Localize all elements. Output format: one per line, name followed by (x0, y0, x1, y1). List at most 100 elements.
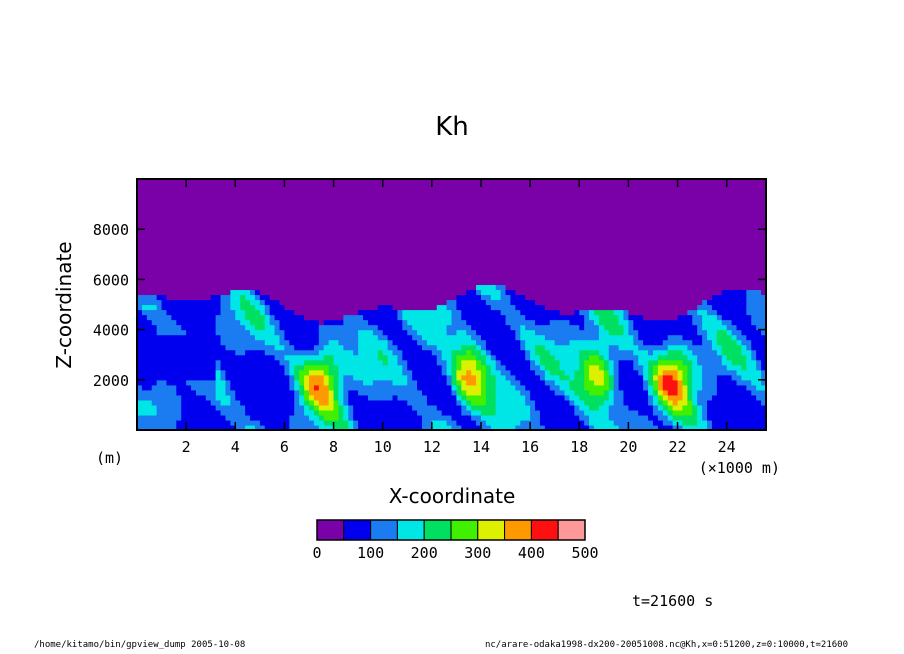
heatmap-cell (264, 284, 271, 291)
heatmap-cell (151, 309, 158, 316)
heatmap-cell (205, 369, 212, 376)
heatmap-cell (358, 224, 364, 230)
heatmap-cell (353, 404, 359, 411)
heatmap-cell (569, 404, 575, 411)
heatmap-cell (259, 219, 266, 225)
heatmap-cell (225, 419, 231, 426)
heatmap-cell (171, 254, 177, 260)
heatmap-cell (250, 294, 256, 301)
heatmap-cell (392, 424, 399, 430)
heatmap-cell (220, 274, 227, 280)
heatmap-cell (353, 354, 359, 361)
heatmap-cell (618, 359, 625, 366)
heatmap-cell (195, 344, 202, 351)
heatmap-cell (500, 214, 507, 220)
heatmap-cell (500, 284, 507, 291)
heatmap-cell (166, 299, 172, 306)
heatmap-cell (230, 404, 236, 411)
heatmap-cell (402, 204, 408, 210)
heatmap-cell (451, 299, 458, 306)
heatmap-cell (510, 264, 516, 270)
heatmap-cell (451, 219, 458, 225)
heatmap-cell (353, 314, 359, 321)
heatmap-cell (318, 329, 325, 336)
heatmap-cell (308, 329, 315, 336)
heatmap-cell (446, 364, 453, 371)
heatmap-cell (308, 249, 315, 255)
heatmap-cell (318, 259, 325, 265)
heatmap-cell (515, 314, 521, 321)
heatmap-cell (191, 229, 197, 235)
heatmap-cell (441, 294, 448, 301)
heatmap-cell (225, 214, 231, 220)
heatmap-cell (205, 294, 212, 301)
heatmap-cell (544, 304, 551, 311)
heatmap-cell (259, 354, 266, 361)
heatmap-cell (137, 229, 143, 235)
heatmap-cell (480, 229, 487, 235)
heatmap-cell (254, 374, 261, 381)
heatmap-cell (471, 194, 477, 200)
heatmap-cell (397, 269, 403, 275)
heatmap-cell (422, 269, 428, 275)
heatmap-cell (397, 339, 403, 346)
heatmap-cell (407, 389, 413, 396)
heatmap-cell (618, 289, 625, 296)
heatmap-cell (623, 314, 629, 321)
heatmap-cell (589, 249, 595, 255)
heatmap-cell (269, 414, 276, 421)
heatmap-cell (215, 419, 222, 426)
heatmap-cell (569, 284, 575, 291)
heatmap-cell (338, 224, 344, 230)
heatmap-cell (535, 419, 541, 426)
heatmap-cell (422, 324, 428, 331)
heatmap-cell (200, 184, 207, 190)
heatmap-cell (318, 249, 325, 255)
heatmap-cell (392, 179, 399, 185)
heatmap-cell (574, 304, 580, 311)
heatmap-cell (176, 399, 182, 406)
heatmap-cell (574, 409, 580, 416)
heatmap-cell (579, 244, 585, 250)
heatmap-cell (299, 409, 305, 416)
heatmap-cell (348, 239, 354, 245)
heatmap-cell (525, 379, 531, 386)
heatmap-cell (564, 414, 571, 421)
heatmap-cell (471, 179, 477, 185)
heatmap-cell (240, 309, 246, 316)
heatmap-cell (353, 394, 359, 401)
heatmap-cell (461, 404, 467, 411)
heatmap-cell (456, 414, 462, 421)
heatmap-cell (215, 224, 222, 230)
heatmap-cell (456, 294, 462, 301)
heatmap-cell (554, 339, 561, 346)
heatmap-cell (235, 249, 241, 255)
heatmap-cell (603, 199, 610, 205)
heatmap-cell (284, 404, 290, 411)
heatmap-cell (549, 369, 556, 376)
heatmap-cell (161, 254, 168, 260)
heatmap-cell (348, 354, 354, 361)
heatmap-cell (250, 384, 256, 391)
heatmap-cell (294, 204, 300, 210)
heatmap-cell (294, 404, 300, 411)
heatmap-cell (274, 219, 281, 225)
heatmap-cell (461, 264, 467, 270)
heatmap-cell (544, 224, 551, 230)
heatmap-cell (372, 244, 379, 250)
heatmap-cell (200, 259, 207, 265)
heatmap-cell (333, 399, 340, 406)
heatmap-cell (515, 269, 521, 275)
heatmap-cell (289, 409, 295, 416)
heatmap-cell (181, 234, 187, 240)
heatmap-cell (594, 224, 600, 230)
heatmap-cell (594, 189, 600, 195)
heatmap-cell (284, 354, 290, 361)
heatmap-cell (333, 304, 340, 311)
heatmap-cell (156, 379, 163, 386)
heatmap-cell (353, 319, 359, 326)
heatmap-cell (530, 364, 536, 371)
heatmap-cell (490, 199, 497, 205)
heatmap-cell (304, 359, 310, 366)
heatmap-cell (490, 349, 497, 356)
